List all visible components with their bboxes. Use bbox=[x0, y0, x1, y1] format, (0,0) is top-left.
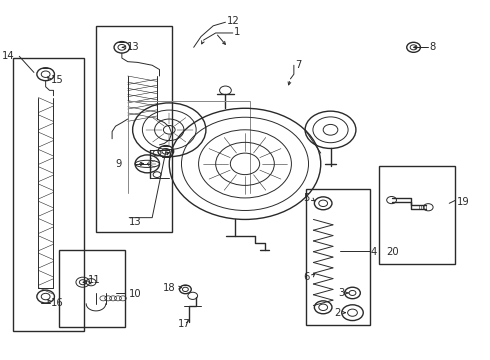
Text: 5: 5 bbox=[304, 193, 310, 203]
Text: 6: 6 bbox=[304, 272, 310, 282]
Text: 12: 12 bbox=[226, 17, 239, 27]
Text: 4: 4 bbox=[371, 247, 377, 257]
Text: 14: 14 bbox=[2, 51, 15, 61]
Bar bbox=[379, 166, 455, 264]
Text: 13: 13 bbox=[127, 42, 139, 52]
Text: 3: 3 bbox=[338, 288, 344, 298]
Text: 17: 17 bbox=[177, 319, 190, 329]
Bar bbox=[96, 26, 172, 232]
Text: 8: 8 bbox=[430, 42, 436, 52]
Text: 18: 18 bbox=[163, 283, 175, 293]
Text: 9: 9 bbox=[116, 159, 122, 169]
Bar bbox=[306, 189, 369, 325]
Text: 2: 2 bbox=[334, 308, 341, 318]
Text: 13: 13 bbox=[129, 217, 142, 227]
Text: 19: 19 bbox=[457, 197, 469, 207]
Text: 16: 16 bbox=[51, 298, 64, 308]
Text: 11: 11 bbox=[88, 275, 100, 285]
Text: 20: 20 bbox=[387, 247, 399, 257]
Bar bbox=[13, 58, 84, 330]
Bar bbox=[59, 250, 125, 327]
Text: 1: 1 bbox=[234, 27, 241, 37]
Text: 7: 7 bbox=[295, 59, 302, 69]
Text: 15: 15 bbox=[51, 75, 64, 85]
Text: 10: 10 bbox=[129, 289, 141, 299]
